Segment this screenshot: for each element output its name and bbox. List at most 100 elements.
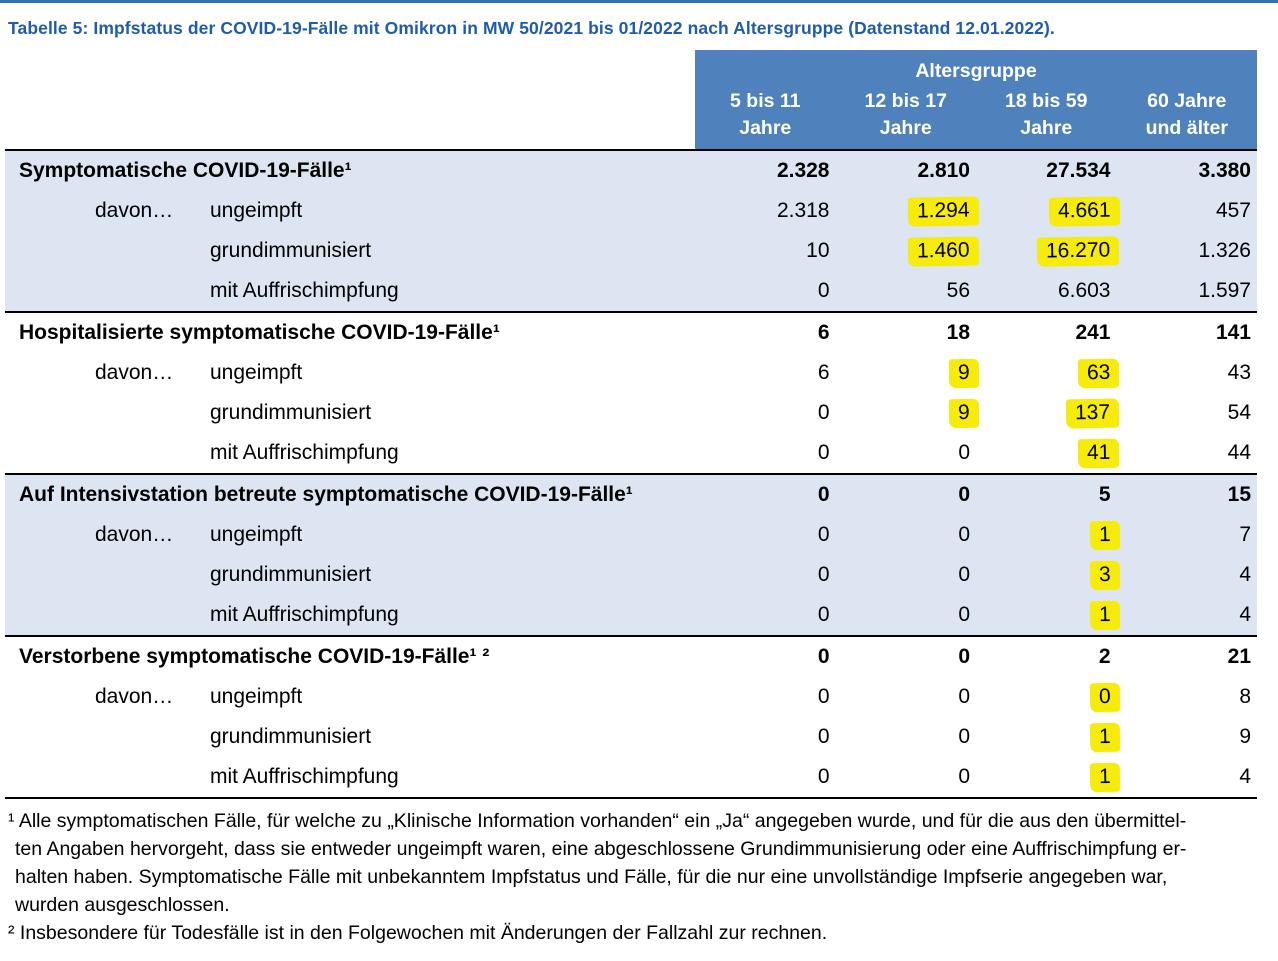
value-text: 4 (1239, 765, 1251, 788)
value-text: 2.328 (776, 159, 830, 182)
row-label: ungeimpft (210, 199, 303, 222)
value-cell: 141 (1117, 321, 1258, 345)
value-text: 56 (946, 279, 970, 302)
section-icu: Auf Intensivstation betreute symptomatis… (5, 473, 1257, 635)
value-cell: 1.326 (1117, 239, 1258, 263)
value-cell: 0 (695, 563, 836, 587)
section-deceased: Verstorbene symptomatische COVID-19-Fäll… (5, 635, 1257, 797)
highlighted-value: 1.460 (908, 236, 980, 267)
value-text: 4 (1239, 603, 1251, 626)
table-row: Verstorbene symptomatische COVID-19-Fäll… (5, 637, 1257, 677)
value-cell: 41 (976, 438, 1120, 469)
value-text: 0 (958, 725, 970, 748)
column-header-line: und älter (1145, 117, 1228, 139)
value-cell: 6 (695, 361, 836, 385)
value-cell: 0 (695, 441, 836, 465)
value-cell: 2 (976, 645, 1117, 669)
highlighted-value: 1 (1089, 600, 1120, 631)
row-label: ungeimpft (210, 685, 303, 708)
value-cell: 16.270 (976, 236, 1120, 267)
value-cell: 457 (1117, 199, 1258, 223)
section-title: Symptomatische COVID-19-Fälle¹ (19, 159, 352, 182)
value-cell: 0 (695, 483, 836, 507)
value-text: 0 (958, 563, 970, 586)
value-cell: 0 (836, 603, 977, 627)
value-cell: 2.318 (695, 199, 836, 223)
column-header-5-11: 5 bis 11 Jahre (695, 88, 836, 142)
value-text: 5 (1098, 483, 1111, 506)
table-row: Symptomatische COVID-19-Fälle¹ 2.328 2.8… (5, 151, 1257, 191)
value-cell: 3.380 (1117, 159, 1258, 183)
table-body: Symptomatische COVID-19-Fälle¹ 2.328 2.8… (5, 149, 1257, 799)
value-cell: 0 (836, 765, 977, 789)
table-row: davon… ungeimpft 2.318 1.294 4.661 457 (5, 191, 1257, 231)
table-row: grundimmunisiert 10 1.460 16.270 1.326 (5, 231, 1257, 271)
label-cell: grundimmunisiert (5, 231, 695, 271)
label-cell: grundimmunisiert (5, 717, 695, 757)
highlighted-value: 1 (1089, 762, 1120, 793)
table-row: davon… ungeimpft 6 9 63 43 (5, 353, 1257, 393)
highlighted-value: 63 (1077, 358, 1120, 389)
label-cell: davon… ungeimpft (5, 353, 695, 393)
davon-label: davon… (95, 361, 174, 384)
column-header-18-59: 18 bis 59 Jahre (976, 88, 1117, 142)
value-cell: 10 (695, 239, 836, 263)
value-cell: 4 (1117, 765, 1258, 789)
value-cell: 1 (976, 600, 1120, 631)
value-cell: 0 (836, 483, 977, 507)
value-text: 1.597 (1198, 279, 1251, 302)
label-cell: mit Auffrischimpfung (5, 433, 695, 473)
value-cell: 56 (836, 279, 977, 303)
table-row: mit Auffrischimpfung 0 0 1 4 (5, 757, 1257, 797)
value-cell: 137 (976, 398, 1120, 429)
label-cell: mit Auffrischimpfung (5, 757, 695, 797)
value-text: 0 (817, 603, 830, 626)
value-text: 9 (1239, 725, 1251, 748)
row-label: grundimmunisiert (210, 563, 372, 586)
value-cell: 0 (976, 682, 1120, 713)
row-label: ungeimpft (210, 361, 303, 384)
value-text: 241 (1075, 321, 1111, 344)
row-label: grundimmunisiert (210, 725, 372, 748)
value-text: 15 (1227, 483, 1251, 506)
value-cell: 6 (695, 321, 836, 345)
value-text: 1.326 (1198, 239, 1251, 262)
highlighted-value: 0 (1089, 682, 1120, 713)
value-cell: 0 (836, 645, 977, 669)
label-cell: grundimmunisiert (5, 555, 695, 595)
value-cell: 9 (836, 358, 980, 389)
value-cell: 54 (1117, 401, 1258, 425)
value-text: 2.810 (917, 159, 970, 182)
column-header-line: 18 bis 59 (1005, 90, 1088, 112)
value-text: 44 (1227, 441, 1251, 464)
value-cell: 5 (976, 483, 1117, 507)
label-cell: grundimmunisiert (5, 393, 695, 433)
value-cell: 0 (695, 685, 836, 709)
value-text: 54 (1227, 401, 1251, 424)
table-row: grundimmunisiert 0 9 137 54 (5, 393, 1257, 433)
value-cell: 1 (976, 520, 1120, 551)
label-cell: davon… ungeimpft (5, 677, 695, 717)
value-cell: 1 (976, 762, 1120, 793)
value-text: 0 (958, 765, 970, 788)
row-label: ungeimpft (210, 523, 303, 546)
value-cell: 43 (1117, 361, 1258, 385)
value-cell: 1.597 (1117, 279, 1258, 303)
value-cell: 8 (1117, 685, 1258, 709)
label-cell: davon… ungeimpft (5, 191, 695, 231)
value-text: 2.318 (776, 199, 830, 222)
column-header-line: Jahre (739, 117, 792, 139)
footnote-line: ² Insbesondere für Todesfälle ist in den… (8, 922, 828, 944)
value-text: 457 (1215, 199, 1251, 222)
highlighted-value: 1 (1089, 520, 1120, 551)
header-group-label: Altersgruppe (915, 60, 1037, 82)
value-text: 21 (1227, 645, 1251, 668)
value-text: 6 (817, 321, 830, 344)
column-header-12-17: 12 bis 17 Jahre (836, 88, 977, 142)
table-row: mit Auffrischimpfung 0 56 6.603 1.597 (5, 271, 1257, 311)
footnote-line: halten haben. Symptomatische Fälle mit u… (15, 866, 1168, 888)
value-text: 10 (806, 239, 830, 262)
value-cell: 3 (976, 560, 1120, 591)
label-cell: davon… ungeimpft (5, 515, 695, 555)
